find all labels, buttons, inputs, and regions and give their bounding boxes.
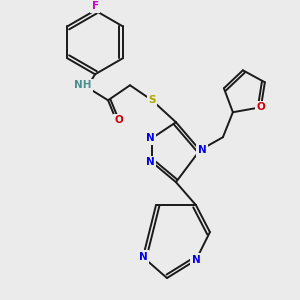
Text: N: N (146, 133, 154, 143)
Text: NH: NH (74, 80, 92, 90)
Text: N: N (198, 145, 206, 155)
Text: S: S (148, 95, 156, 105)
Text: N: N (139, 252, 147, 262)
Text: O: O (115, 115, 123, 125)
Text: N: N (146, 157, 154, 167)
Text: F: F (92, 2, 99, 11)
Text: N: N (192, 255, 200, 265)
Text: O: O (256, 102, 265, 112)
